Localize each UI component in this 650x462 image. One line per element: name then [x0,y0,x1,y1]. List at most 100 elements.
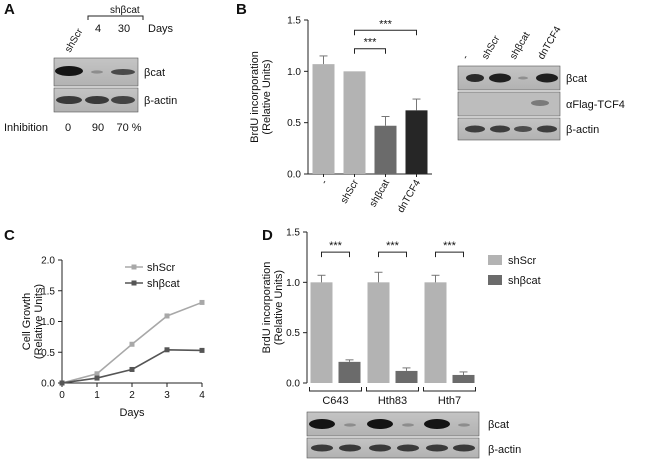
data-point [94,371,100,377]
x-tick-label: Hth7 [438,395,461,407]
y-axis-label: (Relative Units) [273,270,285,345]
blot-band [424,419,450,429]
band-label-bcat: βcat [566,73,587,85]
legend-label: shβcat [508,275,541,287]
blot-band [514,126,532,132]
bar [395,370,418,383]
bar [312,64,335,174]
x-tick-label: shβcat [368,178,392,209]
y-tick-label: 0.5 [287,118,301,129]
chart-b: 0.0 0.5 1.0 1.5 BrdU incorporation (Relative … [249,16,432,215]
blot-band [85,96,109,104]
x-tick-label: - [319,178,330,186]
significance-bracket [321,251,350,258]
legend-label: shβcat [147,278,180,290]
x-axis-label: Days [119,407,145,419]
y-tick-label: 1.5 [287,16,301,27]
panel-b-blot: - shScr shβcat dnTCF4 βcat αFlag-TCF4 β-… [457,24,625,141]
y-axis-label: BrdU incorporation [249,51,261,143]
blot-band [397,444,419,452]
legend-marker [131,264,137,270]
data-point [164,347,170,353]
category-bracket [366,387,419,392]
x-tick-label: C643 [322,395,348,407]
panel-a-blot: shScr shβcat 4 30 Days βcat β-actin Inhi… [4,5,177,134]
inhibition-value: 90 [92,122,104,134]
days-value-4: 4 [95,23,101,35]
x-tick-label: 0 [59,390,65,401]
y-tick-label: 1.0 [41,317,55,328]
bar [310,282,333,383]
y-tick-label: 0.5 [41,348,55,359]
inhibition-value: 70 % [116,122,141,134]
blot-band [369,444,391,452]
bar [343,71,366,174]
band-label-bactin: β-actin [566,124,599,136]
blot-band [518,76,528,80]
significance-label: *** [379,18,393,30]
lane-label: dnTCF4 [536,24,564,61]
y-tick-label: 2.0 [41,256,55,267]
data-point [59,380,65,386]
blot-band [426,444,448,452]
y-axis-label: (Relative Units) [33,284,45,359]
inhibition-label: Inhibition [4,122,48,134]
significance-bracket [354,29,417,36]
y-tick-label: 1.0 [286,278,300,289]
y-axis-label: (Relative Units) [261,59,273,134]
bar [424,282,447,383]
blot-band [111,96,135,104]
blot-band [490,125,510,133]
y-tick-label: 0.0 [286,379,300,390]
blot-band [402,423,414,427]
blot-band [531,100,549,106]
bar [367,282,390,383]
bar [405,110,428,174]
legend-label: shScr [147,262,175,274]
panel-letter-a: A [4,1,15,18]
lane-label: shβcat [508,30,532,61]
significance-bracket [435,251,464,258]
significance-bracket [354,48,386,54]
band-label-bactin: β-actin [488,444,521,456]
blot-band [56,96,82,104]
lane-label-shbcat: shβcat [110,5,140,16]
significance-label: *** [329,240,343,252]
blot-band [489,73,511,83]
band-label-flag-tcf4: αFlag-TCF4 [566,99,625,111]
panel-letter-d: D [262,227,273,244]
blot-band [91,70,103,74]
y-tick-label: 0.0 [287,170,301,181]
days-value-30: 30 [118,23,130,35]
band-label-bcat: βcat [144,67,165,79]
chart-c: 0.0 0.5 1.0 1.5 2.0 Cell Growth (Relative Unit… [21,256,205,420]
category-bracket [423,387,476,392]
data-point [129,341,135,347]
lane-group-bracket [87,15,144,20]
legend-swatch [488,255,502,265]
y-tick-label: 1.0 [287,67,301,78]
blot-band [367,419,393,429]
x-tick-label: 3 [164,390,170,401]
y-axis-label: BrdU incorporation [261,262,273,354]
panel-letter-b: B [236,1,247,18]
data-point [164,313,170,319]
significance-label: *** [386,240,400,252]
blot-band [537,125,557,133]
x-tick-label: 4 [199,390,205,401]
chart-d: 0.0 0.5 1.0 1.5 BrdU incorporation (Relative … [261,228,541,408]
blot-band [536,73,558,83]
inhibition-value: 0 [65,122,71,134]
data-point [94,375,100,381]
data-point [199,347,205,353]
blot-band [344,423,356,427]
x-tick-label: 1 [94,390,100,401]
y-axis-label: Cell Growth [21,293,33,350]
blot-band [465,125,485,133]
significance-bracket [378,251,407,258]
lane-label: shScr [480,33,503,61]
legend-swatch [488,275,502,285]
band-label-bcat: βcat [488,419,509,431]
x-tick-label: shScr [339,177,362,205]
